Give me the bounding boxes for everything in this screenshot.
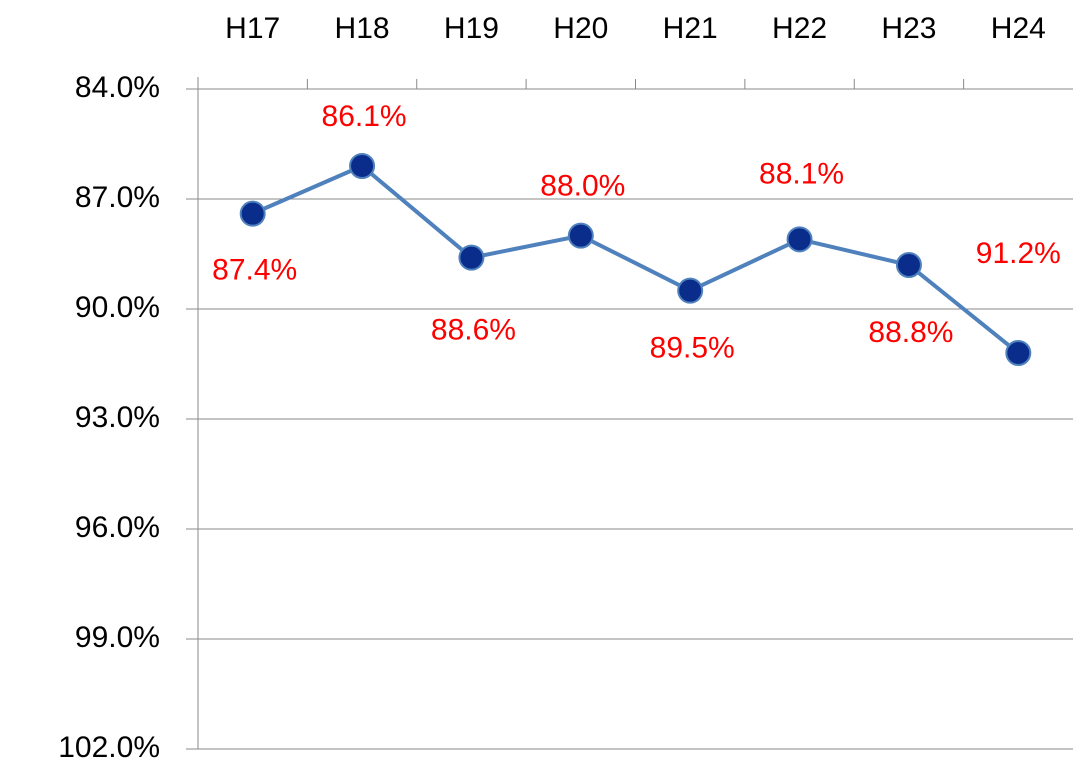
y-tick-label: 90.0%: [75, 291, 160, 324]
x-tick-label: H23: [881, 12, 936, 45]
marker: [895, 252, 922, 278]
marker: [567, 222, 594, 249]
x-tick-label: H17: [225, 12, 280, 45]
value-label: 88.0%: [540, 170, 625, 203]
marker: [349, 153, 376, 179]
marker: [239, 200, 266, 227]
value-label: 88.1%: [759, 157, 844, 190]
y-tick-label: 99.0%: [75, 621, 160, 654]
x-tick-label: H18: [335, 12, 390, 45]
y-tick-label: 84.0%: [75, 71, 160, 104]
x-tick-label: H24: [991, 12, 1046, 45]
x-tick-label: H21: [663, 12, 718, 45]
x-tick-label: H19: [444, 12, 499, 45]
marker: [677, 277, 704, 304]
line: [251, 163, 1020, 355]
value-label: 88.8%: [868, 316, 953, 349]
value-label: 91.2%: [976, 237, 1061, 270]
y-tick-label: 87.0%: [75, 181, 160, 214]
y-tick-label: 93.0%: [75, 401, 160, 434]
x-tick-label: H20: [553, 12, 608, 45]
marker: [1005, 340, 1032, 366]
marker: [786, 226, 813, 253]
value-label: 88.6%: [431, 314, 516, 347]
marker: [458, 244, 485, 271]
y-tick-label: 102.0%: [58, 731, 160, 764]
value-label: 87.4%: [212, 254, 297, 287]
value-label: 86.1%: [322, 100, 407, 133]
y-tick-label: 96.0%: [75, 511, 160, 544]
x-tick-label: H22: [772, 12, 827, 45]
value-label: 89.5%: [650, 332, 735, 365]
